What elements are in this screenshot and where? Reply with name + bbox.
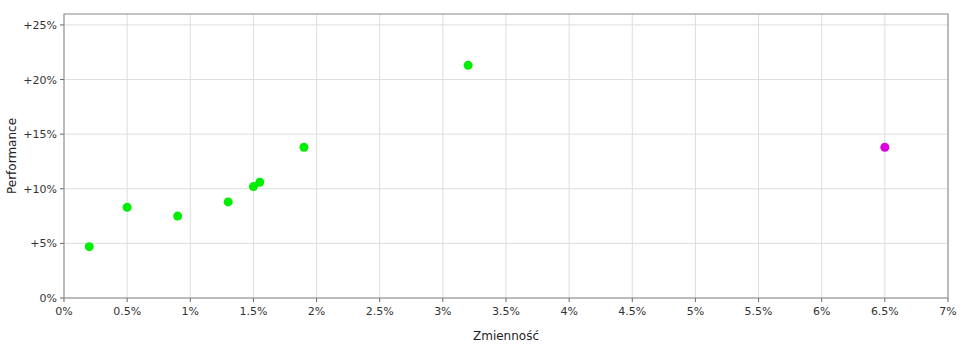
x-tick [127,298,128,302]
x-tick [632,298,633,302]
x-tick-label: 1.5% [239,305,267,318]
y-grid-line [64,79,948,80]
x-grid-line [190,14,191,298]
series [880,143,889,152]
x-tick [884,298,885,302]
x-grid-line [379,14,380,298]
x-grid-line [758,14,759,298]
y-tick-label: 0% [40,292,57,305]
y-tick [60,188,64,189]
x-tick-label: 0.5% [113,305,141,318]
x-tick [253,298,254,302]
page: Scatter html, body { margin: 0; padding:… [0,0,966,350]
scatter-point [224,197,233,206]
page-body: {"chart_data": { "type": "scatter", "xla… [0,0,966,350]
y-axis-label: Performance [5,118,19,194]
x-tick [442,298,443,302]
x-grid-line [695,14,696,298]
scatter-point [299,143,308,152]
x-tick-label: 6% [813,305,830,318]
y-tick [60,79,64,80]
grid [64,14,948,298]
x-tick-label: 2% [308,305,325,318]
x-tick-label: 3.5% [492,305,520,318]
x-tick-label: 1% [182,305,199,318]
x-axis-label: Zmienność [473,329,539,343]
scatter-point [464,61,473,70]
scatter-point [173,212,182,221]
scatter-point [880,143,889,152]
plot-frame [64,14,948,298]
y-grid-line [64,24,948,25]
x-grid-line [253,14,254,298]
scatter-point [255,178,264,187]
y-tick [60,243,64,244]
y-grid-line [64,243,948,244]
x-grid-line [569,14,570,298]
chart-svg: 0% 0.5% 1% 1.5% 2% 2.5% 3% 3.5% 4% 4.5% 5% 5.5% 6% 6.… [0,0,966,350]
x-tick-label: 4% [560,305,577,318]
x-tick [758,298,759,302]
y-grid-line [64,134,948,135]
plot-area [64,14,948,298]
y-tick [60,134,64,135]
x-grid-line [506,14,507,298]
x-grid-line [632,14,633,298]
x-tick [506,298,507,302]
y-tick [60,24,64,25]
x-grid-line [821,14,822,298]
x-tick [64,298,65,302]
x-tick [190,298,191,302]
x-tick [316,298,317,302]
x-tick [948,298,949,302]
x-tick-label: 3% [434,305,451,318]
x-tick-label: 5% [687,305,704,318]
y-tick-label: +25% [23,19,57,32]
x-grid-line [316,14,317,298]
y-grid-line [64,188,948,189]
scatter-point [85,242,94,251]
x-tick [821,298,822,302]
x-tick-label: 5.5% [745,305,773,318]
y-tick-label: +15% [23,128,57,141]
y-tick-label: +20% [23,74,57,87]
scatter-point [123,203,132,212]
x-grid-line [127,14,128,298]
x-tick-label: 0% [55,305,72,318]
y-tick-label: +10% [23,183,57,196]
x-tick [569,298,570,302]
points [85,61,890,251]
x-grid-line [884,14,885,298]
y-tick-label: +5% [30,237,57,250]
chart-container: 0% 0.5% 1% 1.5% 2% 2.5% 3% 3.5% 4% 4.5% 5% 5.5% 6% 6.… [0,0,966,350]
axes: 0% 0.5% 1% 1.5% 2% 2.5% 3% 3.5% 4% 4.5% 5% 5.5% 6% 6.… [23,14,956,318]
series [85,61,473,251]
x-tick-label: 4.5% [618,305,646,318]
x-tick-label: 2.5% [366,305,394,318]
x-tick-label: 6.5% [871,305,899,318]
x-tick [695,298,696,302]
x-tick [379,298,380,302]
x-grid-line [442,14,443,298]
x-tick-label: 7% [939,305,956,318]
y-tick [60,298,64,299]
